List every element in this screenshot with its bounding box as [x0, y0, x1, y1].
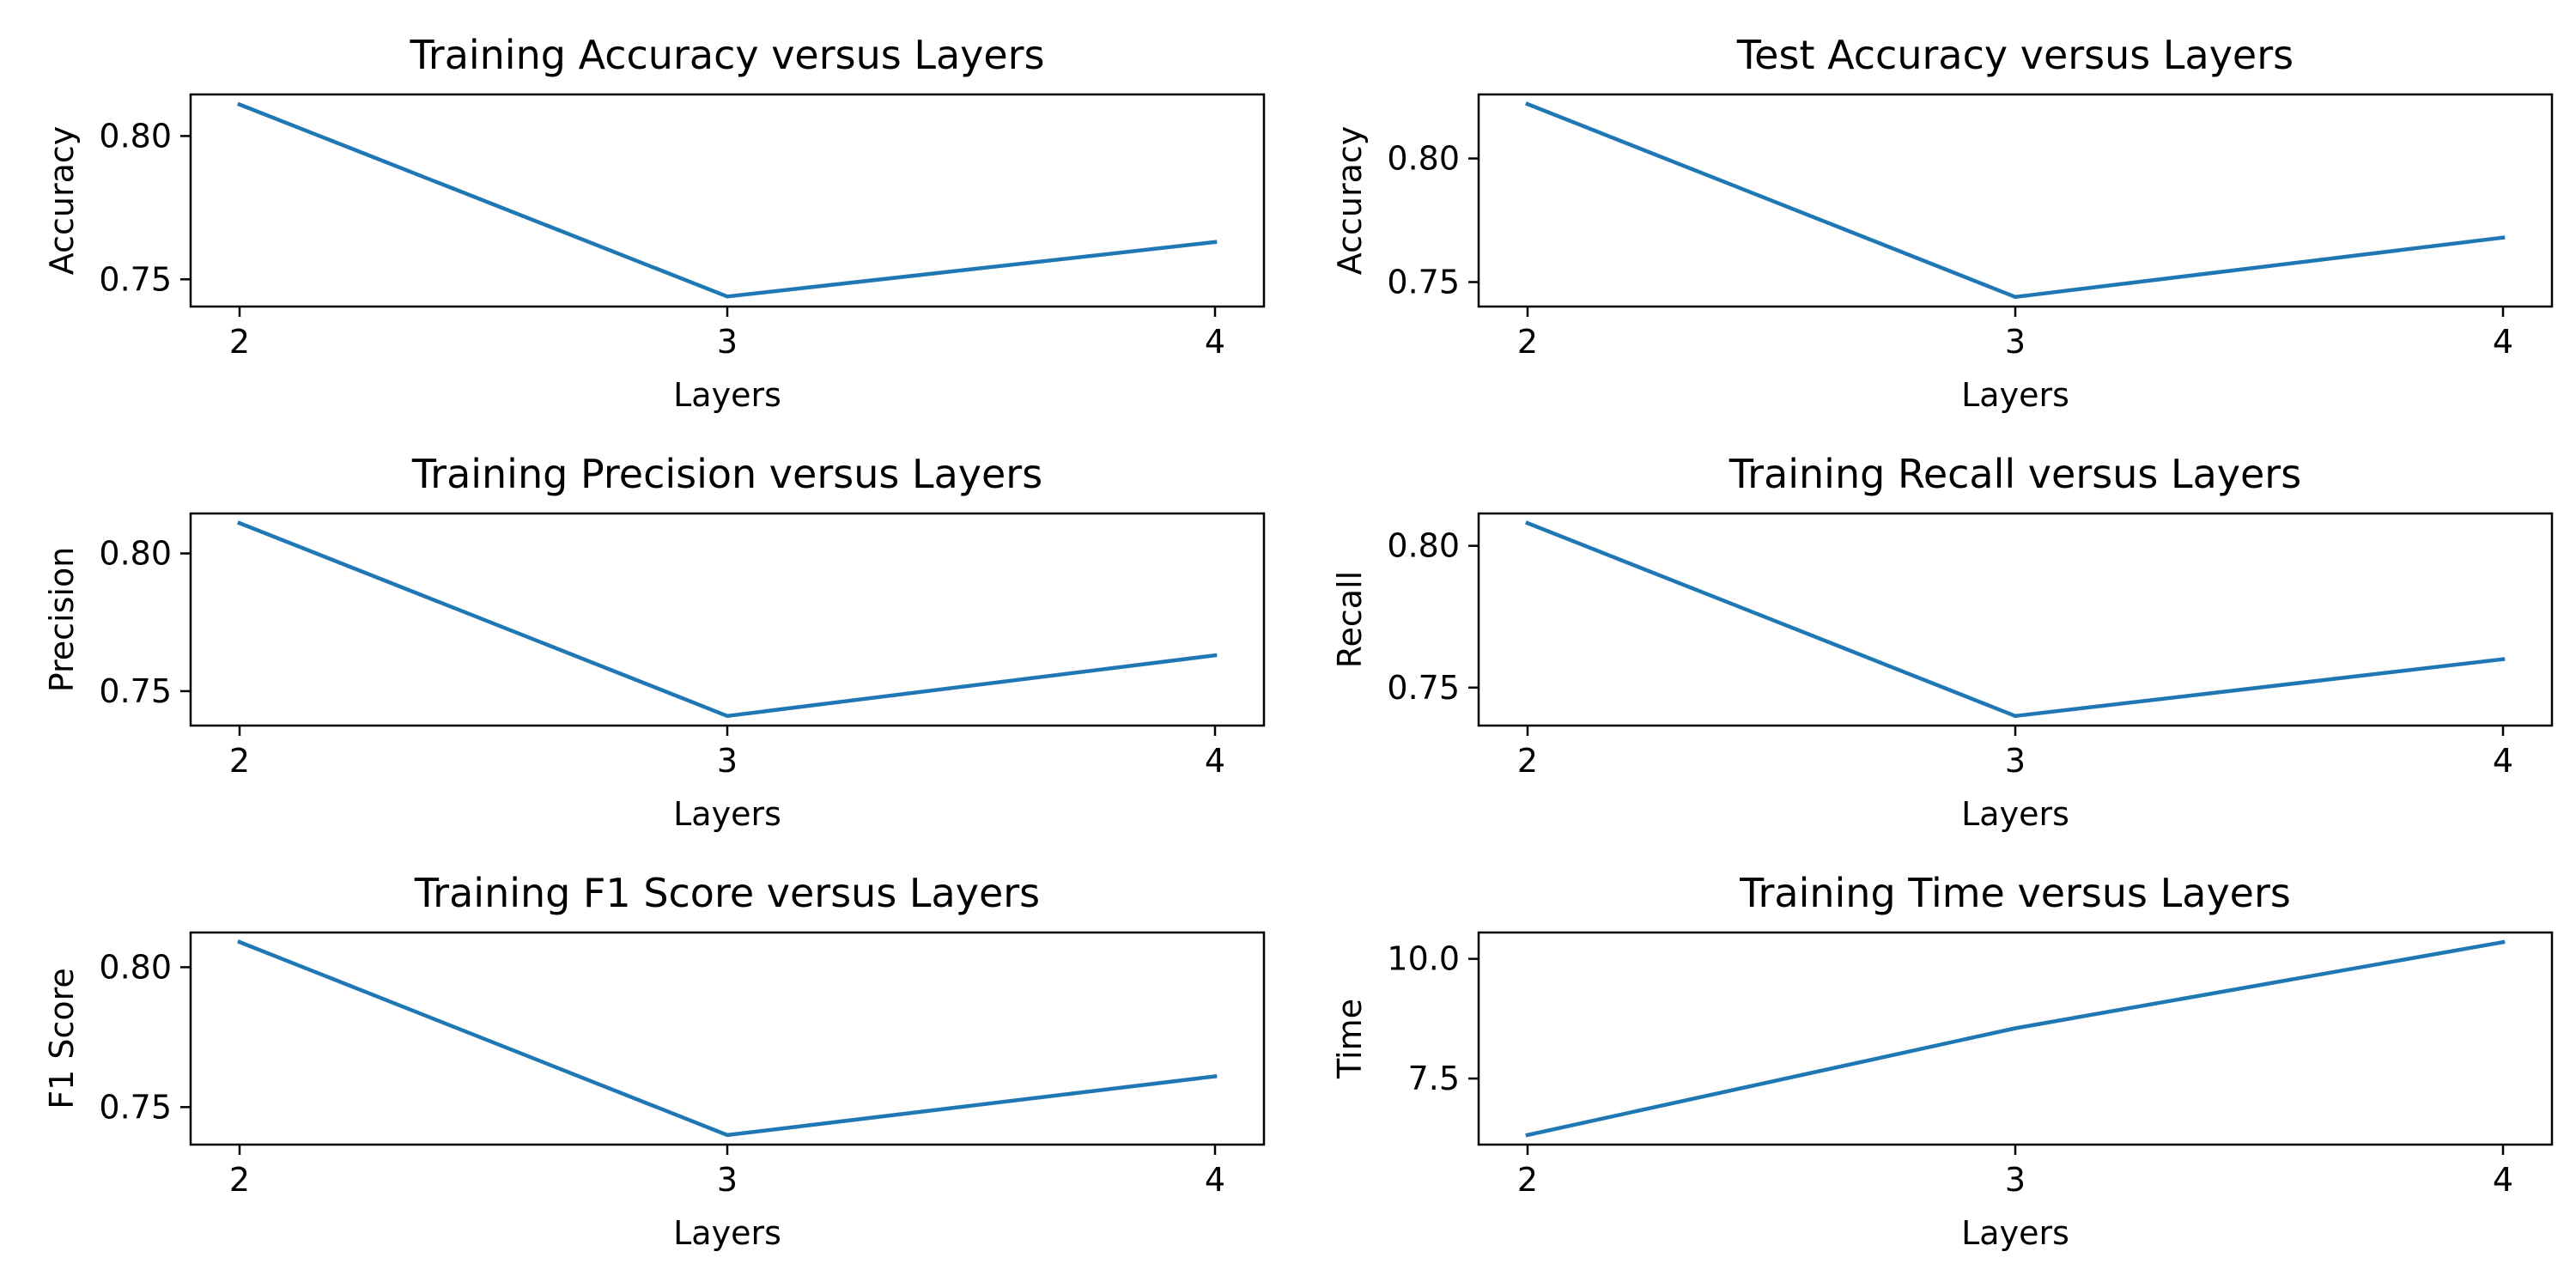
x-tick-label: 2 — [229, 323, 250, 361]
axes-frame — [1477, 93, 2554, 308]
axes-frame — [189, 93, 1266, 308]
x-tick-label: 4 — [2493, 1161, 2513, 1199]
y-tick-label: 0.80 — [99, 117, 172, 155]
x-tick-label: 4 — [2493, 323, 2513, 361]
series-line — [237, 520, 1218, 719]
y-axis-label: F1 Score — [43, 968, 81, 1109]
y-tick-label: 0.80 — [1387, 527, 1460, 565]
data-point — [237, 102, 242, 106]
axes-frame — [189, 512, 1266, 727]
data-point — [1212, 653, 1218, 658]
y-tick-label: 7.5 — [1408, 1060, 1460, 1097]
x-tick-label: 4 — [1205, 742, 1225, 780]
subplot-1: Training Accuracy versus Layers 2 3 4 0.75 0.… — [43, 32, 1266, 414]
series-line — [1525, 101, 2506, 300]
data-point — [725, 1133, 730, 1138]
x-axis-label: Layers — [1961, 795, 2069, 833]
data-point — [725, 714, 730, 718]
series-line — [1525, 939, 2506, 1138]
y-axis-label: Time — [1331, 999, 1369, 1079]
subplot-title: Training F1 Score versus Layers — [414, 870, 1040, 916]
data-point — [1525, 1133, 1530, 1138]
data-point — [2013, 1026, 2018, 1030]
subplot-title: Test Accuracy versus Layers — [1736, 32, 2293, 78]
subplot-title: Training Time versus Layers — [1739, 870, 2291, 916]
x-tick-label: 2 — [1517, 323, 1538, 361]
y-tick-label: 0.75 — [1387, 264, 1460, 301]
subplot-5: Training F1 Score versus Layers 2 3 4 0.75 0.… — [43, 870, 1266, 1252]
series-line — [237, 101, 1218, 299]
y-tick-label: 0.75 — [99, 672, 172, 710]
x-tick-label: 2 — [1517, 742, 1538, 780]
y-tick-label: 0.75 — [99, 1088, 172, 1126]
x-tick-label: 4 — [2493, 742, 2513, 780]
x-tick-label: 2 — [229, 1161, 250, 1199]
y-tick-label: 10.0 — [1387, 940, 1460, 978]
x-tick-label: 2 — [229, 742, 250, 780]
x-tick-label: 2 — [1517, 1161, 1538, 1199]
data-point — [237, 939, 242, 945]
data-point — [1212, 1074, 1218, 1078]
x-axis-label: Layers — [1961, 1214, 2069, 1252]
y-tick-label: 0.80 — [1387, 140, 1460, 178]
data-point — [2500, 939, 2506, 945]
subplot-4: Training Recall versus Layers 2 3 4 0.75 0.80… — [1331, 451, 2554, 833]
data-point — [237, 521, 242, 526]
y-axis-label: Precision — [43, 547, 81, 693]
x-axis-label: Layers — [673, 376, 781, 414]
axes-frame — [1477, 931, 2554, 1146]
data-point — [1525, 521, 1530, 526]
x-tick-label: 3 — [717, 1161, 738, 1199]
subplot-title: Training Accuracy versus Layers — [409, 32, 1044, 78]
y-tick-label: 0.80 — [99, 948, 172, 986]
axes-frame — [1477, 512, 2554, 727]
y-axis-label: Recall — [1331, 571, 1369, 668]
subplot-title: Training Recall versus Layers — [1728, 451, 2301, 497]
x-tick-label: 3 — [2005, 323, 2026, 361]
x-tick-label: 4 — [1205, 323, 1225, 361]
y-tick-label: 0.80 — [99, 535, 172, 573]
x-axis-label: Layers — [673, 1214, 781, 1252]
series-line — [237, 939, 1218, 1138]
x-tick-label: 3 — [2005, 1161, 2026, 1199]
x-tick-label: 3 — [717, 742, 738, 780]
x-tick-label: 3 — [717, 323, 738, 361]
data-point — [725, 295, 730, 299]
axes-frame — [189, 931, 1266, 1146]
data-point — [1525, 102, 1530, 106]
y-axis-label: Accuracy — [1331, 126, 1369, 276]
y-tick-label: 0.75 — [99, 260, 172, 298]
y-tick-label: 0.75 — [1387, 669, 1460, 707]
x-tick-label: 4 — [1205, 1161, 1225, 1199]
series-line — [1525, 520, 2506, 719]
subplot-title: Training Precision versus Layers — [411, 451, 1042, 497]
x-axis-label: Layers — [1961, 376, 2069, 414]
data-point — [2500, 235, 2506, 240]
data-point — [2013, 295, 2018, 299]
subplot-2: Test Accuracy versus Layers 2 3 4 0.75 0.80 La… — [1331, 32, 2554, 414]
y-axis-label: Accuracy — [43, 126, 81, 276]
x-tick-label: 3 — [2005, 742, 2026, 780]
subplot-3: Training Precision versus Layers 2 3 4 0.75 0… — [43, 451, 1266, 833]
data-point — [2013, 714, 2018, 718]
data-point — [1212, 240, 1218, 245]
x-axis-label: Layers — [673, 795, 781, 833]
subplot-6: Training Time versus Layers 2 3 4 7.5 10.0 Lay… — [1331, 870, 2554, 1252]
data-point — [2500, 657, 2506, 661]
